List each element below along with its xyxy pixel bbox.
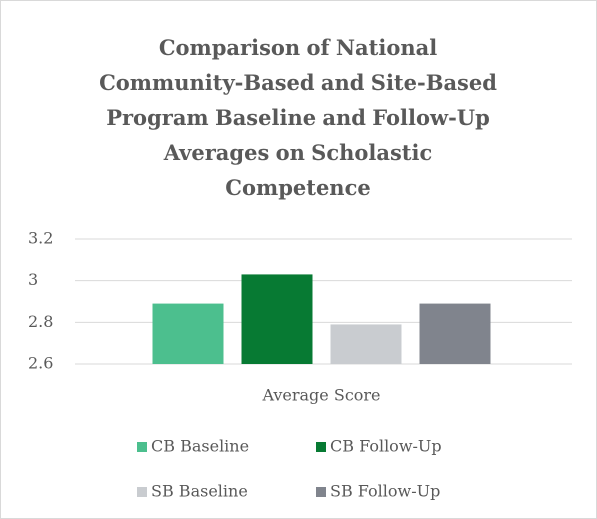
legend-label: SB Follow-Up (330, 482, 440, 501)
bar (241, 274, 313, 364)
legend-label: CB Baseline (151, 437, 249, 456)
legend-swatch (316, 442, 326, 452)
legend-label: CB Follow-Up (330, 437, 442, 456)
legend-swatch (137, 487, 147, 497)
y-tick-label: 2.6 (28, 354, 53, 373)
chart-title: Comparison of National Community-Based a… (99, 35, 497, 200)
legend-swatch (316, 487, 326, 497)
y-tick-label: 3.2 (28, 229, 53, 248)
bar (330, 324, 402, 364)
legend-swatch (137, 442, 147, 452)
bar (152, 303, 224, 364)
x-tick-label: Average Score (261, 386, 380, 405)
y-tick-label: 2.8 (28, 312, 53, 331)
legend-label: SB Baseline (151, 482, 248, 501)
y-tick-label: 3 (28, 270, 38, 289)
bar (419, 303, 491, 364)
